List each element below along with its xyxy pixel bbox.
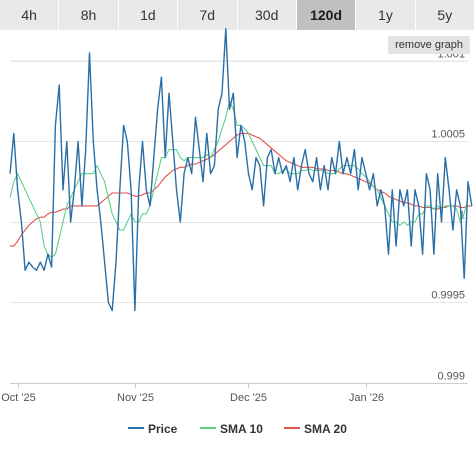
x-tick-label: Jan '26 (349, 392, 384, 404)
tab-30d[interactable]: 30d (237, 0, 297, 30)
legend-label-price: Price (148, 422, 178, 436)
tab-4h[interactable]: 4h (0, 0, 60, 30)
tab-7d[interactable]: 7d (178, 0, 238, 30)
legend-label-sma-20: SMA 20 (304, 422, 347, 436)
series-line-sma-10 (9, 100, 469, 258)
tab-1d[interactable]: 1d (118, 0, 179, 30)
y-tick-label: 0.999 (437, 371, 465, 383)
tab-1y[interactable]: 1y (356, 0, 416, 30)
y-tick-label: 1.0005 (431, 129, 465, 141)
tab-120d[interactable]: 120d (296, 0, 357, 30)
x-tick-label: Nov '25 (117, 392, 154, 404)
x-tick-label: Oct '25 (1, 392, 36, 404)
tab-8h[interactable]: 8h (59, 0, 119, 30)
x-tick-label: Dec '25 (230, 392, 267, 404)
y-tick-label: 0.9995 (431, 290, 465, 302)
y-tick-label: 1 (459, 210, 465, 222)
timeframe-tabs: 4h 8h 1d 7d 30d 120d 1y 5y (0, 0, 474, 30)
series-line-sma-20 (10, 132, 472, 247)
series-line-price (9, 28, 473, 312)
tab-5y[interactable]: 5y (415, 0, 474, 30)
legend-label-sma-10: SMA 10 (220, 422, 263, 436)
remove-graph-button[interactable]: remove graph (388, 36, 470, 54)
